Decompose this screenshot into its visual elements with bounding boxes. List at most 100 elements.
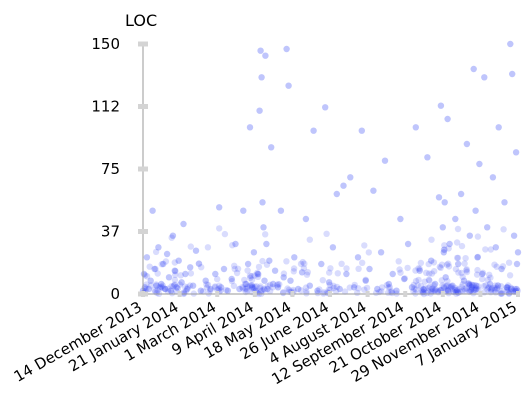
dense-point <box>211 284 219 291</box>
data-point <box>283 45 290 53</box>
dense-point <box>456 288 464 295</box>
dense-point <box>186 282 194 289</box>
data-point <box>287 277 294 284</box>
dense-point <box>445 290 452 297</box>
dense-point <box>300 265 308 272</box>
dense-point <box>171 282 178 289</box>
dense-point <box>431 287 438 294</box>
dense-point <box>486 284 493 291</box>
data-point <box>220 265 228 273</box>
dense-point <box>470 286 477 294</box>
data-point <box>250 249 258 256</box>
data-point <box>457 190 465 198</box>
dense-point <box>230 282 238 290</box>
dense-point <box>455 269 462 276</box>
dense-point <box>428 270 436 277</box>
dense-point <box>248 282 255 289</box>
dense-point <box>266 281 274 288</box>
dense-point <box>152 265 159 273</box>
dense-point <box>444 278 451 285</box>
dense-point <box>431 268 438 275</box>
dense-point <box>491 286 499 294</box>
data-point <box>277 207 285 214</box>
dense-point <box>465 281 473 288</box>
dense-point <box>274 282 281 289</box>
dense-point <box>437 264 444 271</box>
dense-point <box>152 248 160 256</box>
dense-point <box>389 289 396 297</box>
dense-point <box>221 230 229 238</box>
dense-point <box>171 281 178 288</box>
dense-point <box>470 290 477 297</box>
dense-point <box>503 288 511 296</box>
dense-point <box>401 275 408 282</box>
dense-point <box>182 287 190 295</box>
x-tick-mark <box>252 291 257 297</box>
dense-point <box>212 283 219 290</box>
data-point <box>498 265 505 273</box>
dense-point <box>473 285 480 292</box>
dense-point <box>497 283 505 290</box>
data-point <box>285 82 292 89</box>
dense-point <box>334 270 341 277</box>
dense-point <box>159 282 166 289</box>
data-point <box>393 287 400 294</box>
dense-point <box>326 269 333 276</box>
dense-point <box>447 284 454 291</box>
data-point <box>501 199 508 206</box>
dense-point <box>441 246 448 253</box>
data-point <box>484 224 491 231</box>
dense-point <box>498 290 505 297</box>
dense-point <box>467 287 474 294</box>
dense-point <box>231 265 238 273</box>
data-point <box>155 244 162 251</box>
dense-point <box>280 270 288 277</box>
data-point <box>420 285 427 293</box>
dense-point <box>168 290 176 297</box>
dense-point <box>473 271 481 278</box>
data-point <box>280 274 287 281</box>
data-point <box>228 275 235 283</box>
dense-point <box>444 287 451 294</box>
dense-point <box>259 257 266 265</box>
dense-point <box>199 288 207 295</box>
dense-point <box>146 263 153 270</box>
data-point <box>171 267 178 274</box>
dense-point <box>462 287 469 294</box>
data-point <box>389 270 396 278</box>
dense-point <box>468 281 476 288</box>
dense-point <box>430 288 437 295</box>
dense-point <box>484 276 491 283</box>
data-point <box>165 274 173 281</box>
dense-point <box>503 286 510 294</box>
dense-point <box>487 246 494 253</box>
data-point <box>385 280 392 288</box>
dense-point <box>506 272 514 279</box>
dense-point <box>316 286 323 293</box>
data-point <box>495 124 502 131</box>
dense-point <box>241 280 249 287</box>
data-point <box>354 254 362 261</box>
dense-point <box>207 287 214 294</box>
dense-point <box>454 254 461 262</box>
data-point <box>435 194 443 201</box>
data-point <box>381 157 389 164</box>
dense-point <box>425 276 433 283</box>
data-point <box>187 264 194 271</box>
data-point <box>262 52 269 59</box>
dense-point <box>458 269 465 277</box>
dense-point <box>172 271 179 278</box>
dense-point <box>452 265 460 273</box>
data-point <box>374 285 381 293</box>
dense-point <box>412 277 420 285</box>
data-point <box>370 187 377 194</box>
dense-point <box>323 230 330 237</box>
dense-point <box>443 261 451 268</box>
dense-point <box>258 288 265 295</box>
dense-point <box>440 283 448 290</box>
data-point <box>232 240 239 248</box>
dense-point <box>301 260 308 267</box>
dense-point <box>142 285 150 293</box>
data-point <box>180 220 187 228</box>
dense-point <box>430 281 437 289</box>
